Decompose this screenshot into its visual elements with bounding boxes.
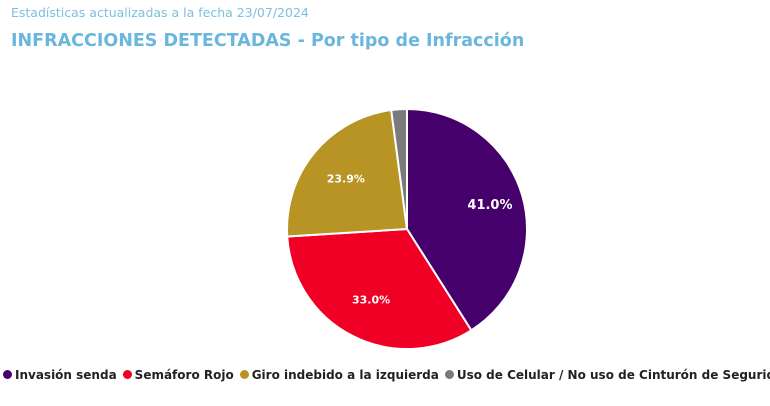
legend: Invasión senda Semáforo Rojo Giro indebido…	[0, 368, 770, 382]
pie-slice-2[interactable]	[286, 108, 409, 238]
pie-slice-1[interactable]	[286, 227, 473, 350]
legend-item[interactable]: Invasión senda	[3, 368, 117, 382]
data-label-2: 23.9%	[327, 173, 365, 186]
pie-slice-3[interactable]	[390, 107, 408, 230]
legend-item[interactable]: Semáforo Rojo	[122, 368, 234, 382]
legend-label: Invasión senda	[15, 368, 117, 382]
legend-dot-icon	[444, 370, 454, 379]
legend-dot-icon	[239, 370, 249, 379]
legend-dot-icon	[122, 370, 132, 379]
legend-label: Semáforo Rojo	[134, 368, 234, 382]
legend-dot-icon	[3, 370, 12, 379]
chart-title: INFRACCIONES DETECTADAS - Por tipo de In…	[11, 31, 525, 51]
legend-label: Uso de Celular / No uso de Cinturón de S…	[456, 368, 770, 382]
update-date-subtitle: Estadísticas actualizadas a la fecha 23/…	[11, 5, 309, 20]
data-label-0: 41.0%	[467, 198, 512, 213]
data-label-1: 33.0%	[352, 294, 390, 307]
legend-label: Giro indebido a la izquierda	[251, 368, 439, 382]
legend-item[interactable]: Giro indebido a la izquierda	[239, 368, 439, 382]
legend-item[interactable]: Uso de Celular / No uso de Cinturón de S…	[444, 368, 770, 382]
